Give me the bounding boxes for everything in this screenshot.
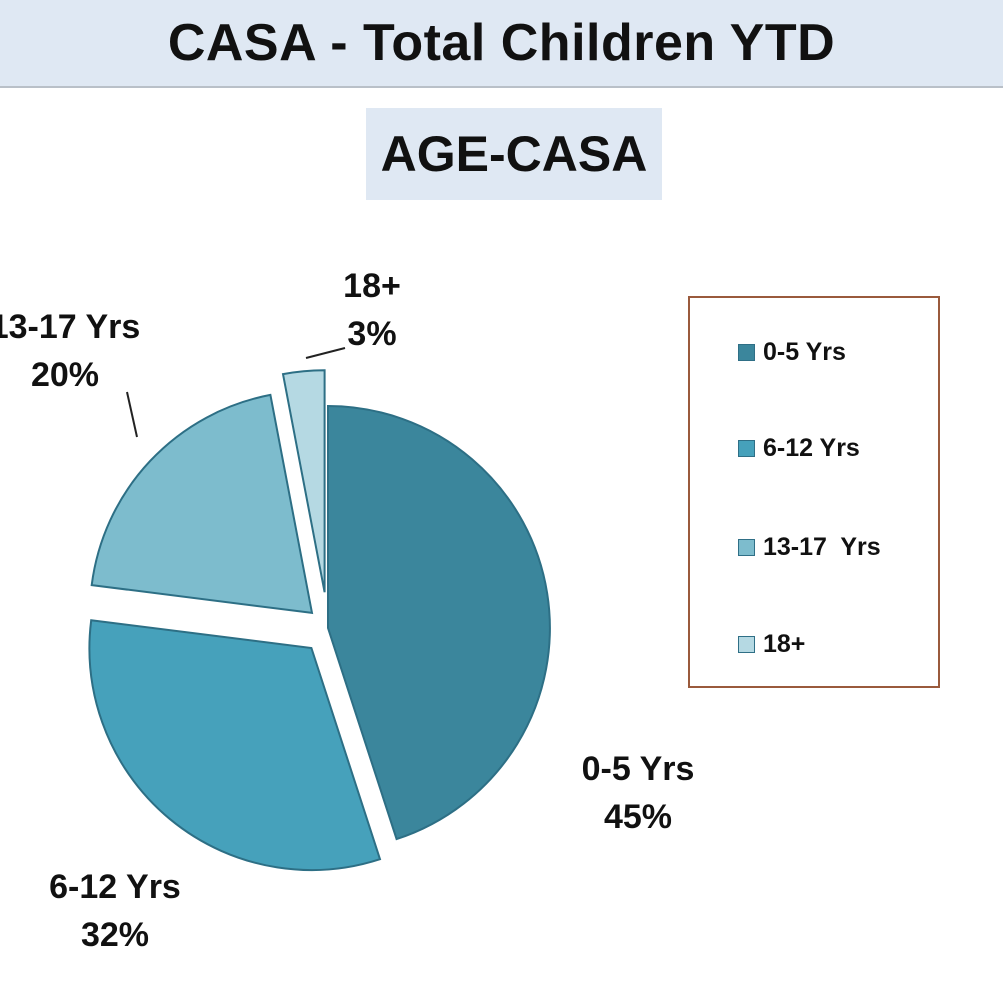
legend-item-6-12: 6-12 Yrs bbox=[738, 433, 860, 463]
legend-label-0-5: 0-5 Yrs bbox=[763, 337, 846, 366]
slice-value-6-12: 32% bbox=[81, 916, 149, 954]
pie-slice-6-12 bbox=[88, 619, 382, 872]
legend-label-13-17: 13-17 Yrs bbox=[763, 532, 881, 561]
slice-label-13-17: 13-17 Yrs bbox=[0, 308, 140, 346]
legend-item-13-17: 13-17 Yrs bbox=[738, 532, 881, 562]
leader-line-13-17 bbox=[126, 391, 138, 438]
slice-labels: 0-5 Yrs 45% 6-12 Yrs 32% 13-17 Yrs 20% 18+ 3% bbox=[0, 267, 694, 954]
legend-swatch-0-5 bbox=[738, 343, 755, 361]
legend-label-6-12: 6-12 Yrs bbox=[763, 433, 860, 462]
header-band bbox=[0, 0, 1003, 88]
leader-lines bbox=[126, 347, 346, 438]
chart-title-box: AGE-CASA bbox=[366, 108, 662, 200]
slice-label-18-plus: 18+ bbox=[343, 267, 401, 305]
leader-line-18-plus bbox=[305, 347, 346, 359]
slice-value-0-5: 45% bbox=[604, 798, 672, 836]
legend-swatch-18-plus bbox=[738, 635, 755, 653]
legend-item-18-plus: 18+ bbox=[738, 629, 805, 659]
legend: 0-5 Yrs 6-12 Yrs 13-17 Yrs 18+ bbox=[688, 296, 940, 688]
slice-label-0-5: 0-5 Yrs bbox=[582, 750, 695, 788]
pie-slice-13-17 bbox=[90, 393, 314, 615]
chart-title: AGE-CASA bbox=[380, 126, 648, 182]
legend-swatch-6-12 bbox=[738, 439, 755, 457]
slice-value-13-17: 20% bbox=[31, 356, 99, 394]
pie-slice-18-plus bbox=[281, 369, 326, 593]
slice-label-6-12: 6-12 Yrs bbox=[49, 868, 181, 906]
legend-swatch-13-17 bbox=[738, 538, 755, 556]
page-title: CASA - Total Children YTD bbox=[167, 14, 836, 72]
legend-label-18-plus: 18+ bbox=[763, 629, 806, 658]
legend-item-0-5: 0-5 Yrs bbox=[738, 337, 846, 367]
pie-slice-0-5 bbox=[327, 404, 551, 841]
pie-slices bbox=[88, 369, 551, 872]
slice-value-18-plus: 3% bbox=[347, 315, 396, 353]
